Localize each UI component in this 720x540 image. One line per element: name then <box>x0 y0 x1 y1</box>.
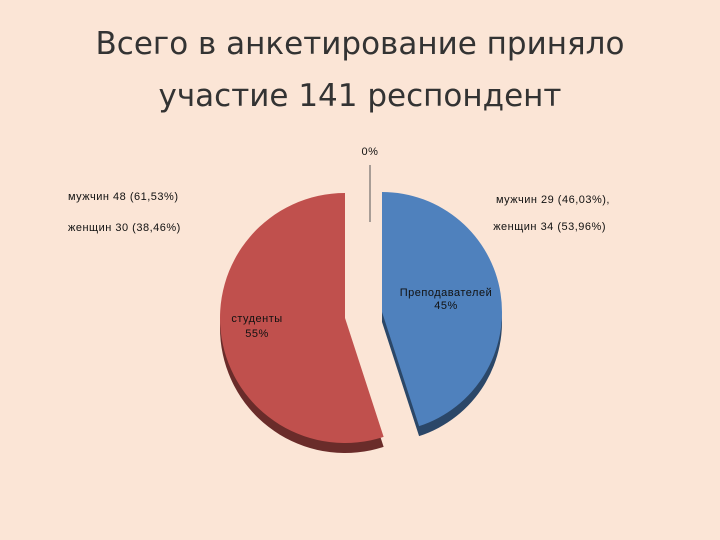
slice <box>382 192 503 427</box>
value-label: 0% <box>362 146 379 158</box>
slice-label: Преподавателей <box>400 287 492 299</box>
value-label: 45% <box>434 300 458 312</box>
slice-label: студенты <box>231 313 282 325</box>
annotation: женщин 30 (38,46%) <box>68 222 181 234</box>
chart-title: Всего в анкетирование приняло участие 14… <box>95 26 625 114</box>
slice <box>220 193 384 443</box>
annotation: мужчин 48 (61,53%) <box>68 191 178 203</box>
annotation: женщин 34 (53,96%) <box>493 221 606 233</box>
value-label: 55% <box>245 328 269 340</box>
annotation: мужчин 29 (46,03%), <box>496 194 610 206</box>
